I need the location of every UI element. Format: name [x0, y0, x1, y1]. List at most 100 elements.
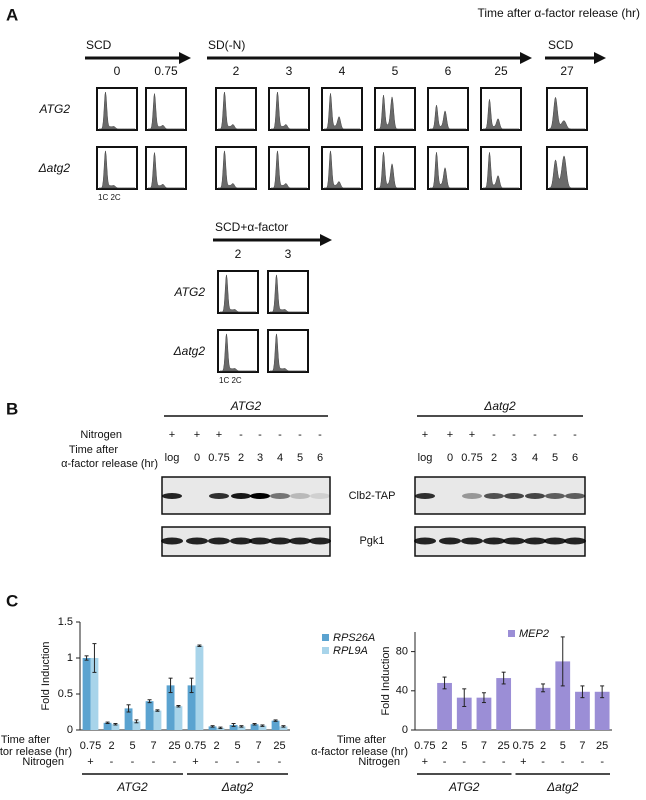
bar — [145, 701, 154, 730]
nitrogen-mark: + — [422, 756, 428, 768]
band — [545, 493, 565, 499]
error-bar — [155, 709, 160, 712]
label: Δatg2 — [483, 399, 516, 413]
label: 4 — [277, 452, 283, 464]
x-tick-label: 25 — [168, 740, 180, 752]
nitrogen-mark: - — [600, 756, 604, 768]
label: 27 — [560, 64, 574, 78]
band — [309, 537, 331, 545]
bar — [437, 682, 452, 730]
nitrogen-mark: - — [581, 756, 585, 768]
nitrogen-mark: - — [502, 756, 506, 768]
band — [483, 537, 505, 545]
legend-label: RPL9A — [333, 645, 368, 657]
label: Δatg2 — [38, 161, 71, 175]
label: + — [216, 429, 222, 441]
error-bar — [560, 636, 565, 687]
group-label: Δatg2 — [221, 780, 254, 794]
bar — [153, 710, 162, 730]
x-axis-label: Time after — [1, 734, 50, 746]
histogram — [377, 152, 413, 189]
label: - — [573, 429, 577, 441]
histogram — [148, 93, 184, 130]
nitrogen-mark: - — [110, 756, 114, 768]
nitrogen-mark: - — [443, 756, 447, 768]
error-bar — [113, 723, 118, 726]
histogram — [483, 99, 519, 130]
nitrogen-mark: - — [541, 756, 545, 768]
label: 5 — [392, 64, 399, 78]
label: 0.75 — [208, 452, 229, 464]
legend-swatch — [322, 634, 329, 641]
histogram — [271, 91, 307, 130]
band — [230, 537, 252, 545]
label: 25 — [494, 64, 508, 78]
error-bar — [252, 723, 257, 726]
histogram — [270, 333, 306, 372]
y-tick-label: 1.5 — [58, 616, 73, 628]
bar — [594, 691, 610, 730]
y-tick-label: 40 — [396, 685, 408, 697]
band — [544, 537, 566, 545]
x-tick-label: 2 — [108, 740, 114, 752]
band — [525, 493, 545, 499]
error-bar — [501, 671, 506, 685]
legend-label: MEP2 — [519, 628, 549, 640]
nitrogen-mark: - — [215, 756, 219, 768]
histogram — [548, 155, 585, 189]
error-bar — [462, 688, 467, 707]
error-bar — [481, 692, 486, 704]
legend-label: RPS26A — [333, 632, 375, 644]
x-tick-label: 5 — [129, 740, 135, 752]
label: 0 — [447, 452, 453, 464]
bar — [174, 706, 183, 730]
nitrogen-mark: + — [520, 756, 526, 768]
bar — [195, 645, 204, 730]
band — [462, 493, 482, 499]
x-tick-label: 5 — [461, 740, 467, 752]
histogram — [271, 150, 307, 189]
label: + — [469, 429, 475, 441]
panel-label: A — [6, 5, 18, 24]
band — [504, 493, 524, 499]
band — [250, 493, 270, 499]
label: 0 — [114, 64, 121, 78]
x-tick-label: 7 — [255, 740, 261, 752]
row-label: Nitrogen — [22, 756, 64, 768]
bar — [575, 691, 590, 730]
label: 3 — [257, 452, 263, 464]
x-tick-label: 2 — [441, 740, 447, 752]
label: - — [533, 429, 537, 441]
label: - — [239, 429, 243, 441]
error-bar — [541, 683, 546, 693]
bar — [258, 725, 267, 730]
bar — [82, 658, 91, 730]
histogram — [324, 93, 360, 130]
histogram-box — [427, 87, 469, 131]
bar — [279, 726, 288, 730]
label: - — [492, 429, 496, 441]
label: 4 — [339, 64, 346, 78]
bar — [555, 661, 571, 730]
legend-swatch — [508, 630, 515, 637]
label: - — [512, 429, 516, 441]
panel-label: C — [6, 591, 18, 610]
x-tick-label: 25 — [596, 740, 608, 752]
x-tick-label: 25 — [273, 740, 285, 752]
band — [289, 537, 311, 545]
label: Time after — [69, 444, 118, 456]
y-axis-label: Fold Induction — [380, 646, 392, 715]
label: 3 — [511, 452, 517, 464]
band — [161, 537, 183, 545]
band — [249, 537, 271, 545]
error-bar — [92, 643, 97, 673]
band — [503, 537, 525, 545]
bar — [229, 724, 238, 730]
histogram — [218, 150, 254, 189]
label: 2 — [238, 452, 244, 464]
group-label: ATG2 — [116, 780, 148, 794]
label: Pgk1 — [359, 535, 384, 547]
bar — [496, 678, 512, 730]
bar — [132, 721, 141, 730]
